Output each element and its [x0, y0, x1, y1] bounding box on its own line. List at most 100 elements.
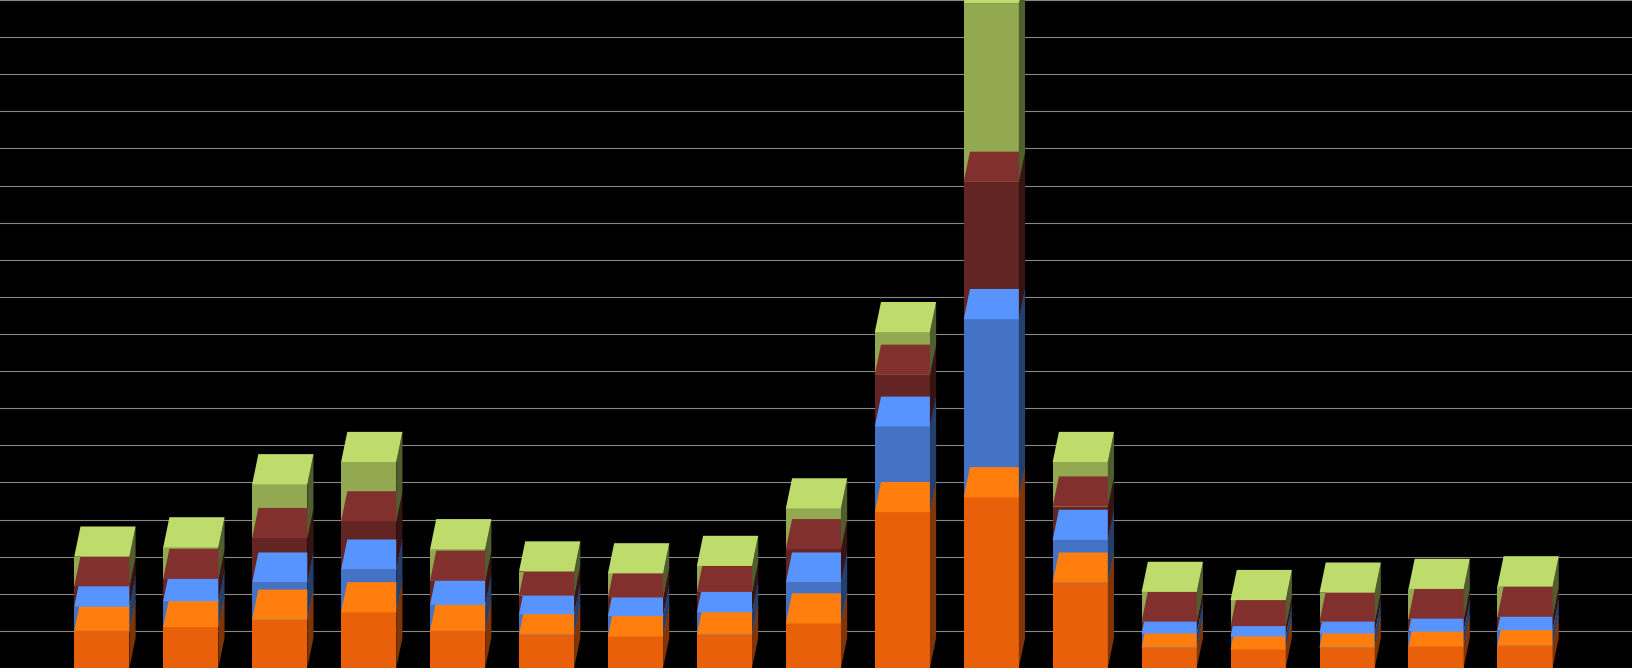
- Polygon shape: [840, 478, 847, 549]
- Bar: [1497, 617, 1552, 630]
- Polygon shape: [1141, 603, 1203, 633]
- Polygon shape: [875, 397, 935, 427]
- Polygon shape: [963, 152, 1025, 182]
- Polygon shape: [307, 454, 313, 538]
- Polygon shape: [429, 601, 491, 631]
- Polygon shape: [1018, 467, 1025, 668]
- Polygon shape: [1374, 562, 1381, 622]
- Polygon shape: [485, 574, 491, 631]
- Polygon shape: [840, 519, 847, 582]
- Bar: [1231, 649, 1284, 668]
- Polygon shape: [1284, 596, 1291, 637]
- Bar: [1053, 506, 1106, 540]
- Polygon shape: [219, 571, 225, 627]
- Bar: [875, 427, 929, 512]
- Polygon shape: [1374, 591, 1381, 633]
- Polygon shape: [785, 519, 847, 549]
- Polygon shape: [574, 566, 579, 614]
- Polygon shape: [875, 302, 935, 332]
- Bar: [1141, 622, 1196, 633]
- Polygon shape: [663, 543, 669, 597]
- Polygon shape: [752, 605, 757, 668]
- Polygon shape: [1497, 556, 1559, 587]
- Polygon shape: [485, 601, 491, 668]
- Polygon shape: [397, 491, 401, 570]
- Polygon shape: [1552, 600, 1559, 646]
- Polygon shape: [1196, 617, 1203, 668]
- Polygon shape: [875, 482, 935, 512]
- Bar: [697, 635, 752, 668]
- Bar: [1407, 632, 1462, 647]
- Polygon shape: [1231, 570, 1291, 600]
- Polygon shape: [519, 605, 579, 635]
- Bar: [1407, 647, 1462, 668]
- Bar: [341, 613, 397, 668]
- Polygon shape: [752, 582, 757, 635]
- Polygon shape: [73, 601, 135, 631]
- Polygon shape: [397, 432, 401, 522]
- Polygon shape: [1462, 617, 1469, 668]
- Bar: [697, 592, 752, 613]
- Bar: [875, 512, 929, 668]
- Bar: [341, 570, 397, 613]
- Bar: [607, 573, 663, 597]
- Polygon shape: [574, 605, 579, 668]
- Polygon shape: [129, 576, 135, 631]
- Bar: [163, 547, 219, 579]
- Polygon shape: [1407, 617, 1469, 647]
- Polygon shape: [929, 345, 935, 427]
- Polygon shape: [129, 601, 135, 668]
- Polygon shape: [397, 540, 401, 613]
- Bar: [785, 508, 840, 549]
- Bar: [875, 375, 929, 427]
- Bar: [1319, 593, 1374, 622]
- Polygon shape: [341, 540, 401, 570]
- Polygon shape: [1407, 589, 1469, 619]
- Polygon shape: [697, 605, 757, 635]
- Polygon shape: [1053, 476, 1113, 506]
- Bar: [607, 597, 663, 616]
- Bar: [519, 572, 574, 596]
- Polygon shape: [73, 576, 135, 607]
- Bar: [785, 623, 840, 668]
- Polygon shape: [663, 567, 669, 616]
- Polygon shape: [219, 549, 225, 601]
- Polygon shape: [1106, 552, 1113, 668]
- Polygon shape: [1106, 476, 1113, 540]
- Bar: [785, 582, 840, 623]
- Bar: [607, 616, 663, 637]
- Bar: [697, 613, 752, 635]
- Polygon shape: [219, 517, 225, 579]
- Polygon shape: [1018, 152, 1025, 319]
- Polygon shape: [574, 541, 579, 596]
- Polygon shape: [429, 519, 491, 549]
- Polygon shape: [574, 584, 579, 635]
- Polygon shape: [1231, 619, 1291, 649]
- Polygon shape: [1374, 603, 1381, 647]
- Polygon shape: [785, 552, 847, 582]
- Bar: [73, 607, 129, 631]
- Polygon shape: [1407, 559, 1469, 589]
- Polygon shape: [1053, 432, 1113, 462]
- Polygon shape: [785, 593, 847, 623]
- Bar: [163, 601, 219, 627]
- Polygon shape: [963, 289, 1025, 319]
- Bar: [251, 620, 307, 668]
- Polygon shape: [1552, 616, 1559, 668]
- Polygon shape: [1284, 607, 1291, 649]
- Bar: [1231, 637, 1284, 649]
- Polygon shape: [73, 526, 135, 556]
- Polygon shape: [663, 607, 669, 668]
- Polygon shape: [307, 552, 313, 620]
- Bar: [1141, 633, 1196, 647]
- Polygon shape: [163, 571, 225, 601]
- Bar: [1319, 633, 1374, 647]
- Polygon shape: [1018, 289, 1025, 497]
- Polygon shape: [929, 302, 935, 375]
- Polygon shape: [519, 566, 579, 596]
- Polygon shape: [840, 593, 847, 668]
- Polygon shape: [485, 519, 491, 580]
- Polygon shape: [1497, 616, 1559, 646]
- Polygon shape: [219, 597, 225, 668]
- Polygon shape: [519, 541, 579, 572]
